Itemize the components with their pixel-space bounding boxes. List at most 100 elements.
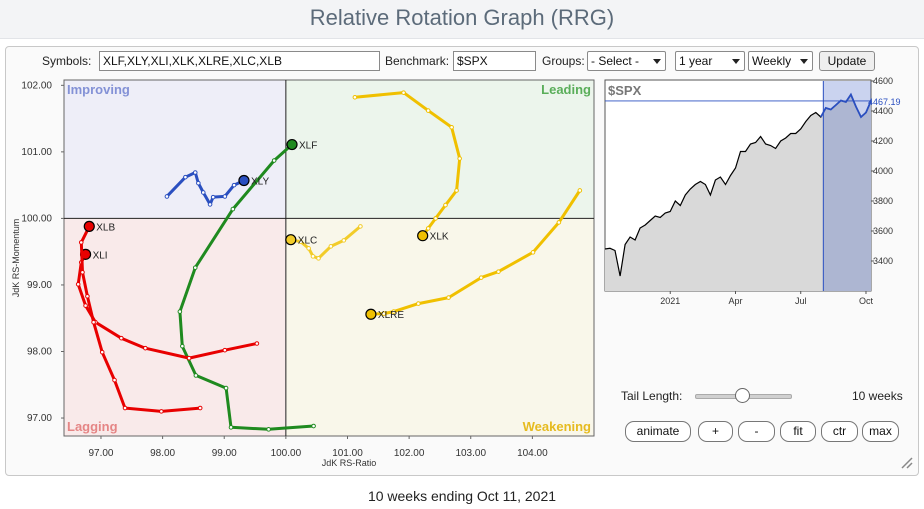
- y-tick-label: 102.00: [21, 80, 52, 91]
- tail-point: [530, 250, 536, 255]
- tail-point: [223, 385, 229, 391]
- x-tick-label: 98.00: [150, 448, 175, 459]
- tail-point: [416, 301, 421, 306]
- tail-point: [381, 311, 387, 316]
- frequency-select[interactable]: Weekly: [748, 51, 813, 71]
- action-button[interactable]: -: [738, 421, 775, 442]
- quadrant-weakening: [285, 218, 594, 436]
- x-tick-label: Oct: [859, 296, 874, 306]
- tail-point: [122, 405, 128, 411]
- tail-point: [143, 345, 148, 351]
- plot-frame: [63, 79, 595, 437]
- tail-point: [164, 194, 170, 199]
- tail-point: [207, 202, 213, 207]
- x-tick-label: 2021: [660, 296, 680, 306]
- tail-point: [119, 335, 124, 341]
- tail-point: [316, 256, 321, 261]
- tail-point: [197, 405, 203, 411]
- slider-thumb[interactable]: [735, 388, 750, 403]
- symbol-label: XLC: [298, 236, 317, 247]
- action-button[interactable]: animate: [625, 421, 691, 442]
- symbols-input[interactable]: XLF,XLY,XLI,XLK,XLRE,XLC,XLB: [99, 51, 380, 71]
- tail-point: [310, 254, 316, 259]
- y-tick-label: 3400: [873, 256, 893, 266]
- x-tick-label: 102.00: [394, 448, 425, 459]
- tail-head: [417, 230, 429, 242]
- page-title: Relative Rotation Graph (RRG): [309, 5, 615, 30]
- action-button[interactable]: max: [862, 421, 899, 442]
- x-tick-label: 103.00: [455, 448, 486, 459]
- highlight-region: [823, 81, 871, 291]
- tail-point: [193, 373, 199, 378]
- tail-point: [352, 95, 358, 100]
- tail-point: [230, 206, 236, 212]
- y-tick-label: 100.00: [21, 213, 52, 224]
- resize-handle[interactable]: [901, 457, 913, 469]
- tail-line: [79, 224, 202, 413]
- symbol-label: XLI: [93, 250, 108, 261]
- tail-point: [177, 309, 183, 314]
- tail-point: [78, 240, 84, 245]
- tail-line: [353, 91, 462, 238]
- tail-length-value: 10 weeks: [852, 389, 903, 403]
- current-value-label: 4467.19: [868, 97, 901, 107]
- tail-point: [358, 224, 363, 229]
- quadrant-label: Weakening: [523, 419, 591, 434]
- charts: Improving Leading Lagging Weakening 97.00 98.…: [11, 76, 901, 468]
- tail-point: [85, 293, 90, 299]
- x-tick-label: 99.00: [212, 448, 237, 459]
- x-tick-label: 100.00: [271, 448, 302, 459]
- action-button[interactable]: +: [698, 421, 733, 442]
- action-button[interactable]: ctr: [821, 421, 858, 442]
- y-tick-label: 99.00: [27, 280, 52, 291]
- symbol-label: XLB: [96, 222, 115, 233]
- symbol-label: XLY: [251, 176, 269, 187]
- x-tick-label: Apr: [728, 296, 742, 306]
- tail-head: [365, 308, 377, 320]
- benchmark-input[interactable]: $SPX: [453, 51, 536, 71]
- period-select[interactable]: 1 year: [675, 51, 745, 71]
- symbol-label: XLF: [299, 141, 317, 152]
- tail-point: [457, 156, 462, 161]
- tail-point: [222, 347, 228, 353]
- groups-select[interactable]: - Select -: [587, 51, 666, 71]
- spx-area: [605, 94, 871, 291]
- benchmark-label: Benchmark:: [385, 54, 450, 68]
- tail-point: [306, 246, 311, 251]
- tail-line: [165, 171, 246, 206]
- tail-length-label: Tail Length:: [621, 389, 683, 403]
- x-tick-label: 104.00: [517, 448, 548, 459]
- tail-point: [556, 220, 562, 225]
- tail-point: [478, 275, 484, 280]
- tail-point: [454, 188, 459, 193]
- header-bar: [0, 0, 924, 39]
- quadrant-improving: [64, 80, 286, 219]
- symbol-label: XLK: [430, 232, 449, 243]
- tail-point: [91, 319, 96, 325]
- update-button[interactable]: Update: [819, 51, 875, 71]
- x-axis-label: JdK RS-Ratio: [322, 458, 377, 468]
- quadrant-label: Leading: [541, 82, 591, 97]
- quadrant-leading: [285, 80, 594, 219]
- tail-head: [285, 234, 297, 246]
- symbols-label: Symbols:: [42, 54, 92, 68]
- tail-point: [391, 309, 397, 314]
- tail-point: [449, 124, 454, 130]
- tail-point: [298, 239, 303, 244]
- tail-head: [238, 174, 250, 187]
- tail-point: [183, 174, 188, 180]
- y-tick-label: 3800: [873, 196, 893, 206]
- y-tick-label: 4400: [873, 106, 893, 116]
- action-button[interactable]: fit: [780, 421, 816, 442]
- tail-point: [180, 343, 185, 349]
- y-tick-label: 4600: [873, 76, 893, 86]
- footer-caption: 10 weeks ending Oct 11, 2021: [367, 488, 557, 504]
- tail-point: [192, 265, 198, 270]
- tail-line: [76, 252, 259, 360]
- tail-line: [369, 189, 582, 316]
- tail-point: [83, 303, 88, 308]
- tail-point: [433, 216, 438, 221]
- tail-point: [80, 270, 85, 275]
- x-tick-label: 101.00: [332, 448, 363, 459]
